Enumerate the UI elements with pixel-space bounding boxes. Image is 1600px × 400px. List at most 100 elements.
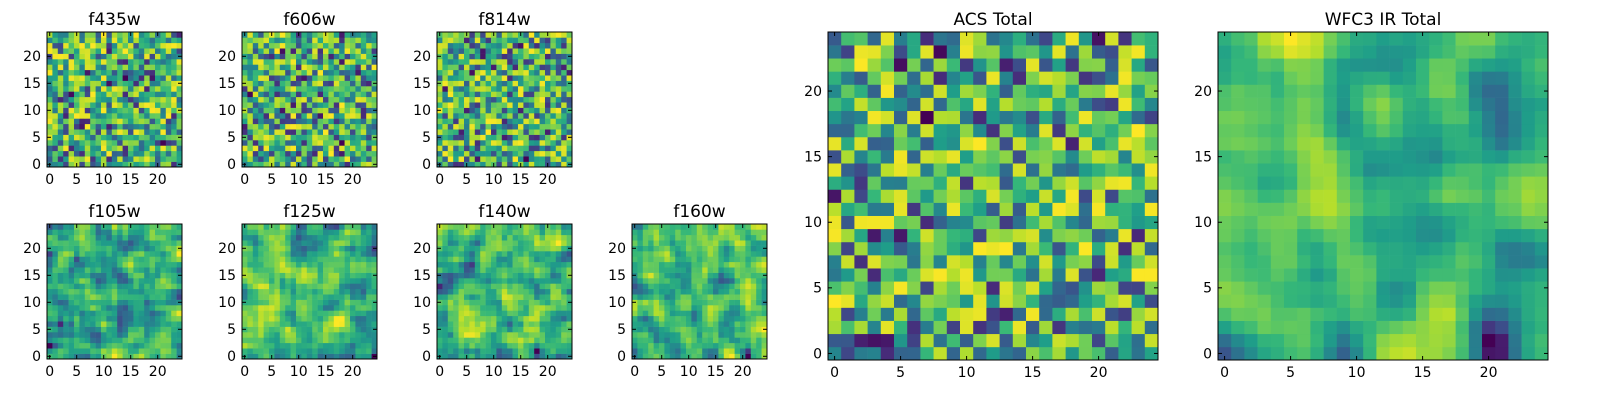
heatmap-cell: [355, 288, 362, 295]
heatmap-cell: [485, 283, 492, 290]
heatmap-cell: [1012, 320, 1027, 335]
heatmap-cell: [317, 64, 324, 71]
heatmap-cell: [534, 91, 540, 98]
heatmap-cell: [133, 348, 140, 354]
heatmap-cell: [453, 245, 459, 252]
heatmap-cell: [464, 267, 470, 273]
heatmap-cell: [258, 251, 264, 257]
heatmap-cell: [263, 96, 270, 103]
heatmap-cell: [317, 348, 324, 354]
heatmap-cell: [171, 64, 177, 71]
heatmap-cell: [507, 224, 513, 230]
heatmap-cell: [474, 299, 481, 306]
heatmap-cell: [539, 59, 546, 65]
heatmap-cell: [723, 310, 730, 317]
heatmap-cell: [464, 294, 470, 300]
heatmap-cell: [1144, 346, 1159, 361]
heatmap-cell: [258, 245, 264, 252]
heatmap-cell: [306, 272, 313, 279]
heatmap-cell: [165, 337, 172, 344]
heatmap-cell: [160, 42, 167, 49]
heatmap-cell: [269, 283, 275, 290]
heatmap-cell: [90, 37, 96, 44]
heatmap-cell: [155, 129, 161, 135]
heatmap-cell: [339, 240, 345, 246]
heatmap-cell: [328, 69, 335, 76]
heatmap-cell: [841, 176, 855, 190]
heatmap-cell: [491, 310, 497, 317]
heatmap-cell: [734, 283, 741, 290]
heatmap-cell: [149, 102, 156, 108]
heatmap-cell: [344, 64, 351, 71]
heatmap-cell: [946, 241, 961, 256]
heatmap-cell: [339, 75, 345, 81]
heatmap-cell: [523, 134, 530, 141]
heatmap-cell: [306, 240, 313, 246]
heatmap-cell: [171, 48, 177, 54]
heatmap-cell: [52, 305, 59, 311]
heatmap-cell: [279, 353, 286, 360]
heatmap-cell: [306, 278, 313, 284]
heatmap-cell: [350, 53, 356, 60]
heatmap-cell: [718, 321, 725, 327]
heatmap-cell: [1012, 268, 1027, 282]
heatmap-cell: [523, 315, 530, 322]
heatmap-cell: [269, 140, 275, 146]
heatmap-cell: [534, 342, 540, 349]
heatmap-cell: [366, 278, 372, 284]
heatmap-cell: [258, 326, 264, 333]
heatmap-cell: [344, 91, 351, 98]
heatmap-cell: [480, 305, 486, 311]
heatmap-cell: [464, 113, 470, 119]
heatmap-cell: [296, 240, 302, 246]
heatmap-cell: [507, 283, 513, 290]
heatmap-cell: [339, 251, 345, 257]
heatmap-cell: [528, 272, 535, 279]
heatmap-cell: [458, 251, 465, 257]
heatmap-cell: [518, 288, 524, 295]
heatmap-cell: [648, 337, 654, 344]
y-tick-label: 0: [32, 157, 41, 173]
heatmap-cell: [95, 261, 102, 268]
heatmap-cell: [133, 353, 140, 360]
heatmap-cell: [637, 332, 644, 338]
heatmap-cell: [550, 129, 557, 135]
heatmap-cell: [165, 310, 172, 317]
heatmap-cell: [68, 161, 75, 168]
heatmap-cell: [47, 229, 53, 236]
heatmap-cell: [366, 48, 372, 54]
heatmap-cell: [144, 113, 150, 119]
heatmap-cell: [534, 113, 540, 119]
heatmap-cell: [301, 102, 308, 108]
heatmap-cell: [279, 161, 286, 168]
heatmap-cell: [301, 129, 308, 135]
heatmap-cell: [285, 288, 291, 295]
heatmap-cell: [122, 113, 129, 119]
heatmap-cell: [133, 342, 140, 349]
heatmap-cell: [57, 48, 64, 54]
panel-title: f435w: [88, 10, 140, 30]
heatmap-cell: [74, 321, 80, 327]
heatmap-cell: [90, 251, 96, 257]
heatmap-cell: [344, 326, 351, 333]
heatmap-cell: [339, 283, 345, 290]
heatmap-cell: [734, 353, 741, 360]
heatmap-cell: [328, 245, 335, 252]
heatmap-cell: [160, 53, 167, 60]
heatmap-cell: [523, 234, 530, 241]
heatmap-cell: [74, 332, 80, 338]
heatmap-cell: [1026, 346, 1040, 361]
heatmap-cell: [750, 294, 757, 300]
heatmap-cell: [696, 310, 703, 317]
heatmap-cell: [539, 337, 546, 344]
heatmap-cell: [1078, 176, 1093, 190]
heatmap-cell: [491, 123, 497, 130]
heatmap-cell: [84, 272, 91, 279]
heatmap-cell: [360, 240, 367, 246]
heatmap-cell: [252, 315, 259, 322]
heatmap-cell: [458, 118, 465, 125]
heatmap-cell: [247, 123, 254, 130]
heatmap-cell: [355, 229, 362, 236]
heatmap-cell: [344, 272, 351, 279]
heatmap-cell: [149, 107, 156, 114]
